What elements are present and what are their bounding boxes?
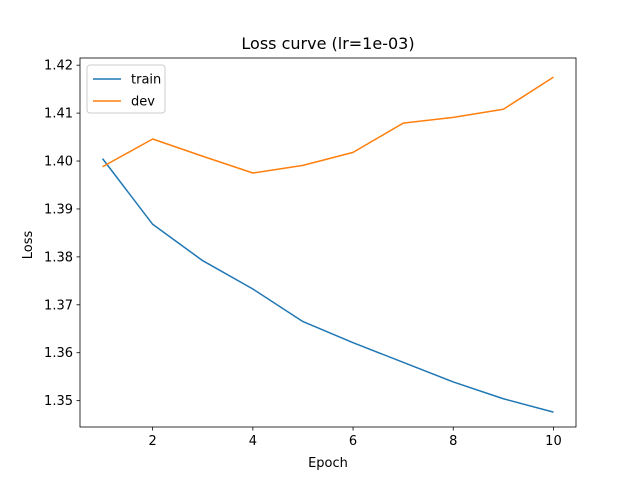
x-tick-label: 2 xyxy=(149,434,157,449)
series-line-train xyxy=(101,158,554,413)
chart-title: Loss curve (lr=1e-03) xyxy=(241,34,414,53)
x-tick-label: 6 xyxy=(349,434,357,449)
legend-label-dev: dev xyxy=(131,95,155,110)
y-axis-label: Loss xyxy=(21,231,36,260)
y-tick-label: 1.39 xyxy=(44,202,73,217)
y-tick-label: 1.40 xyxy=(44,155,73,170)
x-tick-label: 8 xyxy=(449,434,457,449)
series-line-dev xyxy=(102,76,554,174)
y-tick-label: 1.36 xyxy=(44,346,73,361)
y-tick-label: 1.37 xyxy=(44,298,73,313)
x-tick-label: 10 xyxy=(545,434,562,449)
y-tick-label: 1.42 xyxy=(44,59,73,74)
plot-area: 2 4 6 8 10 1.35 1.36 1.37 1.38 1.39 1.40 1.41 1.42 tr… xyxy=(44,57,577,449)
axes-frame xyxy=(79,57,577,428)
legend-label-train: train xyxy=(131,73,161,88)
y-tick-label: 1.38 xyxy=(44,250,73,265)
x-tick-label: 4 xyxy=(249,434,257,449)
y-tick-label: 1.41 xyxy=(44,107,73,122)
x-axis-label: Epoch xyxy=(308,456,348,471)
y-tick-label: 1.35 xyxy=(44,394,73,409)
